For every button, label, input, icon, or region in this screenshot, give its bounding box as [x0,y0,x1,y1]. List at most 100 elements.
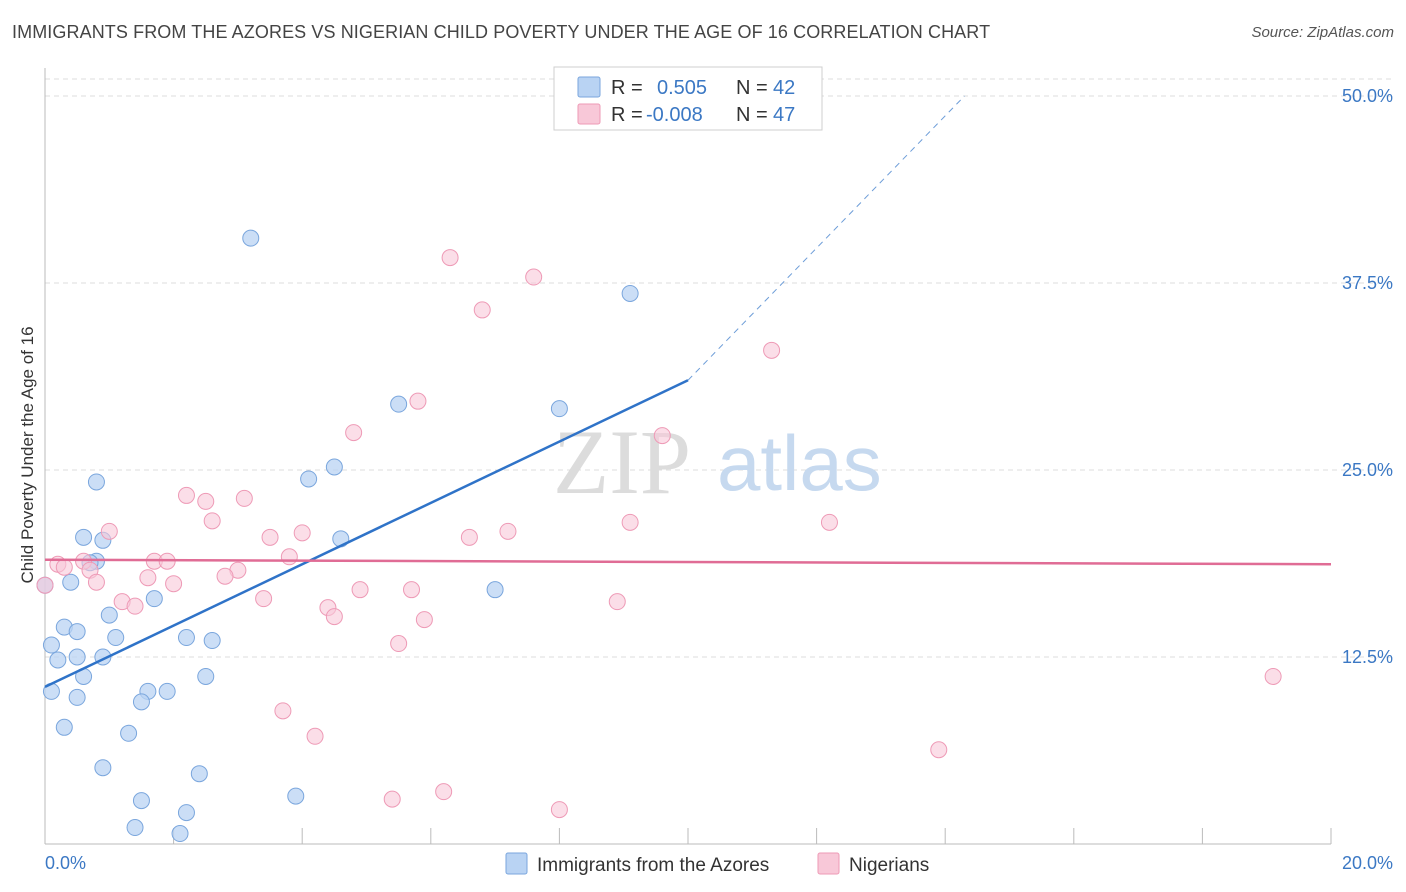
nigerian-point [216,567,234,585]
azores-point [107,629,125,647]
watermark-atlas: atlas [717,419,882,507]
azores-point [68,688,86,706]
azores-point [120,724,138,742]
nigerian-point [203,512,221,530]
nigerian-point [403,581,421,599]
nigerian-point [177,486,195,504]
nigerian-point [390,635,408,653]
chart-title: IMMIGRANTS FROM THE AZORES VS NIGERIAN C… [12,22,991,42]
nigerian-point [100,522,118,540]
y-tick-label: 25.0% [1342,460,1393,480]
azores-points [36,229,639,843]
azores-point [621,284,639,302]
nigerian-point [608,593,626,611]
nigerian-point [460,528,478,546]
y-tick-label: 12.5% [1342,647,1393,667]
trend-lines [44,95,1332,689]
nigerian-point [441,249,459,267]
azores-point [87,473,105,491]
azores-point [62,573,80,591]
bottom-legend-swatch-nigerians [817,852,840,875]
nigerian-point [293,524,311,542]
legend-stats: R = 0.505 N = 42 R = -0.008 N = 47 [553,66,823,131]
azores-point [49,651,67,669]
nigerian-point [165,575,183,593]
azores-point [177,629,195,647]
nigerian-point [473,301,491,319]
azores-point [126,819,144,837]
azores-trend-extension [687,95,965,381]
azores-point [158,682,176,700]
nigerian-point [351,581,369,599]
nigerian-point [55,558,73,576]
nigerian-points [36,249,1282,819]
azores-point [300,470,318,488]
azores-point [42,636,60,654]
azores-point [94,759,112,777]
azores-trend-line [44,379,689,689]
azores-point [486,581,504,599]
legend-swatch-nigerians [577,103,601,125]
bottom-legend-label-nigerians: Nigerians [849,855,929,876]
azores-point [100,606,118,624]
nigerian-point [345,424,363,442]
bottom-legend-swatch-azores [505,852,528,875]
azores-point [171,825,189,843]
nigerian-trend-line [44,558,1332,566]
grid-lines [45,78,1392,658]
nigerian-point [820,513,838,531]
legend-r-label: R = [611,77,643,99]
nigerian-point [525,268,543,286]
legend-r-value: 0.505 [657,77,707,99]
nigerian-point [763,341,781,359]
nigerian-point [280,548,298,566]
watermark: ZIP atlas [553,411,882,513]
azores-point [132,693,150,711]
nigerian-point [261,528,279,546]
nigerian-point [930,741,948,759]
nigerian-point [499,522,517,540]
nigerian-point [36,576,54,594]
nigerian-point [621,513,639,531]
nigerian-point [306,727,324,745]
chart-source: Source: ZipAtlas.com [1251,24,1394,41]
azores-point [55,718,73,736]
nigerian-point [139,569,157,587]
legend-n-value: 47 [773,104,795,126]
azores-point [145,590,163,608]
azores-point [197,667,215,685]
azores-point [68,648,86,666]
nigerian-point [274,702,292,720]
nigerian-point [325,608,343,626]
x-tick-label: 0.0% [45,853,86,873]
azores-point [390,395,408,413]
azores-point [75,528,93,546]
nigerian-point [197,492,215,510]
y-tick-label: 37.5% [1342,273,1393,293]
azores-point [242,229,260,247]
legend-swatch-azores [577,76,601,98]
azores-point [68,623,86,641]
bottom-legend-label-azores: Immigrants from the Azores [537,855,769,876]
azores-point [550,400,568,418]
nigerian-point [126,597,144,615]
nigerian-point [435,783,453,801]
legend-r-label: R = [611,104,643,126]
azores-point [132,792,150,810]
azores-point [203,632,221,650]
azores-point [325,458,343,476]
nigerian-point [255,590,273,608]
legend-r-value: -0.008 [646,104,703,126]
y-axis-label: Child Poverty Under the Age of 16 [18,326,37,583]
x-tick-label: 20.0% [1342,853,1393,873]
x-tick-labels: 0.0% 20.0% [45,853,1393,873]
nigerian-point [235,489,253,507]
nigerian-point [1264,667,1282,685]
nigerian-point [653,427,671,445]
axes [44,68,1332,845]
nigerian-point [87,573,105,591]
azores-point [287,787,305,805]
legend-n-label: N = [736,104,768,126]
nigerian-point [409,392,427,410]
